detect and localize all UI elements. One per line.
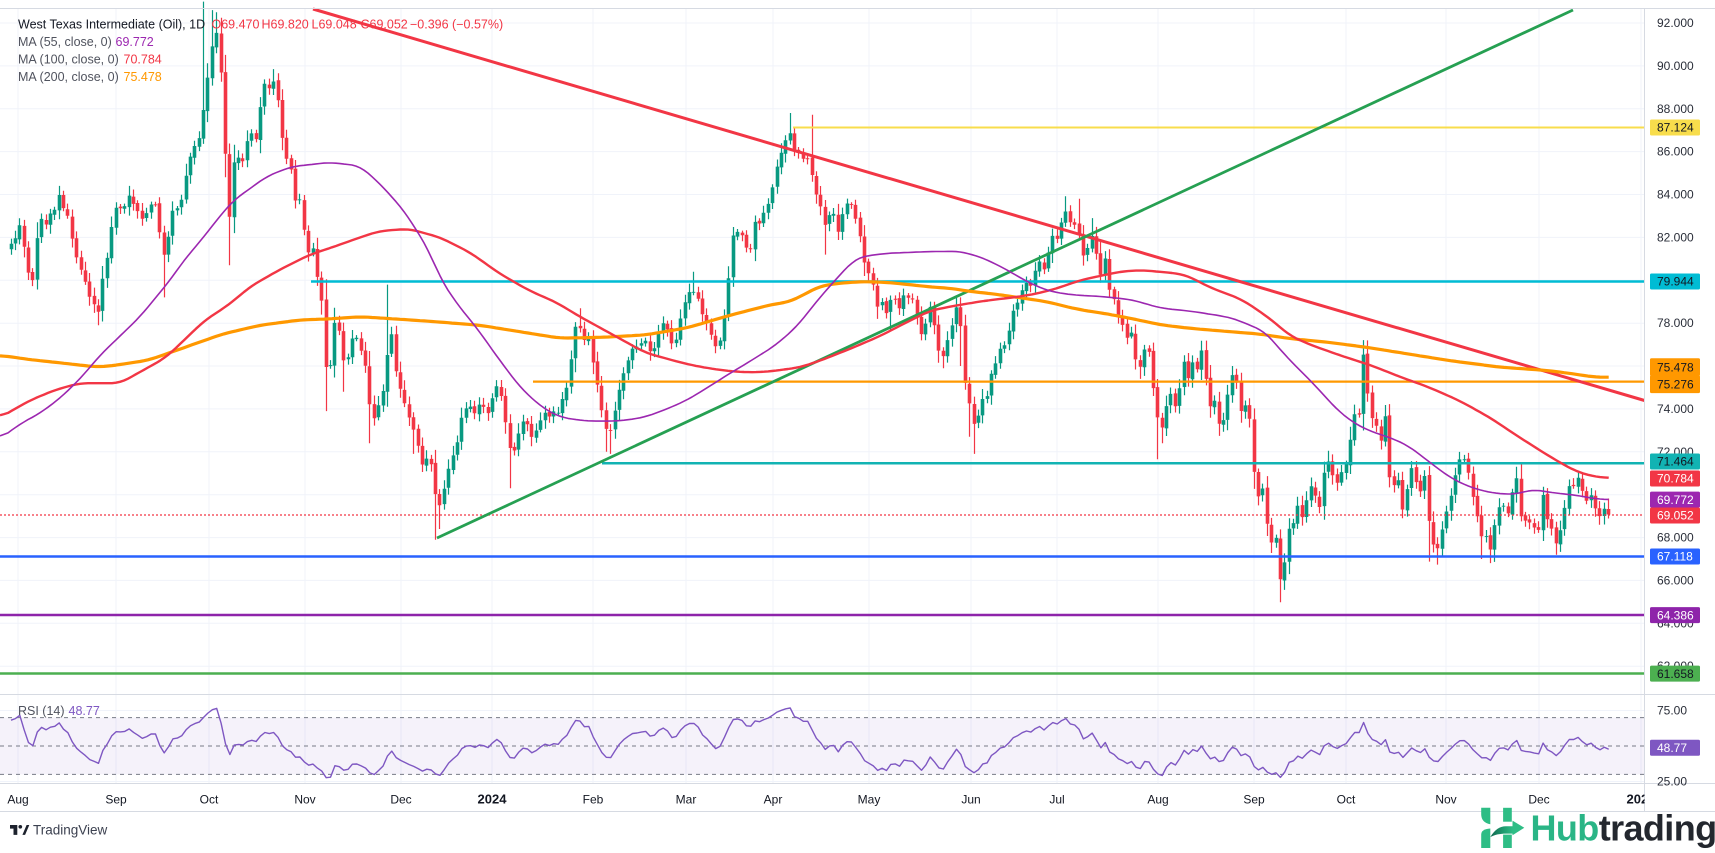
svg-text:92.000: 92.000 — [1657, 16, 1694, 30]
svg-text:Dec: Dec — [390, 793, 411, 807]
svg-text:West Texas Intermediate (Oil),: West Texas Intermediate (Oil), 1DO69.470… — [18, 18, 503, 32]
svg-text:MA (100, close, 0)70.784: MA (100, close, 0)70.784 — [18, 53, 162, 67]
svg-text:66.000: 66.000 — [1657, 573, 1694, 587]
svg-text:Oct: Oct — [200, 793, 219, 807]
svg-text:74.000: 74.000 — [1657, 402, 1694, 416]
svg-text:88.000: 88.000 — [1657, 102, 1694, 116]
svg-text:May: May — [858, 793, 881, 807]
svg-text:Nov: Nov — [294, 793, 315, 807]
svg-text:86.000: 86.000 — [1657, 145, 1694, 159]
svg-text:75.478: 75.478 — [1657, 360, 1694, 374]
svg-text:Aug: Aug — [7, 793, 28, 807]
svg-text:MA (200, close, 0)75.478: MA (200, close, 0)75.478 — [18, 70, 162, 84]
svg-text:Jul: Jul — [1049, 793, 1064, 807]
svg-text:70.784: 70.784 — [1657, 472, 1694, 486]
svg-text:90.000: 90.000 — [1657, 59, 1694, 73]
svg-text:Sep: Sep — [1243, 793, 1265, 807]
svg-text:78.000: 78.000 — [1657, 316, 1694, 330]
svg-text:MA (55, close, 0)69.772: MA (55, close, 0)69.772 — [18, 35, 154, 49]
svg-text:61.658: 61.658 — [1657, 667, 1694, 681]
svg-text:2024: 2024 — [478, 792, 508, 807]
svg-text:71.464: 71.464 — [1657, 455, 1694, 469]
svg-text:82.000: 82.000 — [1657, 230, 1694, 244]
svg-text:69.052: 69.052 — [1657, 509, 1694, 523]
svg-text:Sep: Sep — [105, 793, 127, 807]
svg-text:Dec: Dec — [1528, 793, 1549, 807]
svg-text:69.772: 69.772 — [1657, 493, 1694, 507]
svg-text:Aug: Aug — [1147, 793, 1168, 807]
svg-text:RSI (14)48.77: RSI (14)48.77 — [18, 704, 100, 718]
svg-text:Jun: Jun — [961, 793, 980, 807]
svg-text:Feb: Feb — [583, 793, 604, 807]
svg-text:Mar: Mar — [676, 793, 697, 807]
svg-text:67.118: 67.118 — [1657, 550, 1693, 564]
svg-text:79.944: 79.944 — [1657, 275, 1694, 289]
svg-text:87.124: 87.124 — [1657, 121, 1694, 135]
svg-text:68.000: 68.000 — [1657, 531, 1694, 545]
svg-text:48.77: 48.77 — [1657, 741, 1687, 755]
svg-text:84.000: 84.000 — [1657, 188, 1694, 202]
svg-text:Nov: Nov — [1435, 793, 1456, 807]
svg-text:Oct: Oct — [1337, 793, 1356, 807]
svg-text:25.00: 25.00 — [1657, 775, 1687, 789]
svg-text:Apr: Apr — [764, 793, 783, 807]
svg-text:64.386: 64.386 — [1657, 608, 1694, 622]
svg-text:Hubtrading: Hubtrading — [1531, 808, 1715, 849]
svg-text:75.276: 75.276 — [1657, 377, 1694, 391]
svg-text:75.00: 75.00 — [1657, 704, 1687, 718]
svg-text:TradingView: TradingView — [33, 823, 108, 838]
